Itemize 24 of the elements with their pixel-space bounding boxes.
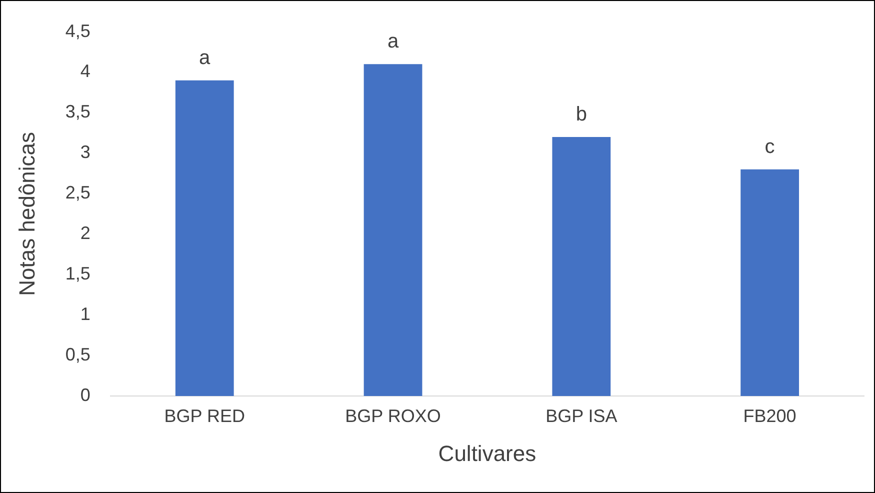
annotation: b <box>576 104 587 126</box>
annotation: c <box>764 136 775 158</box>
y-tick-label: 4,5 <box>65 20 90 41</box>
annotation: a <box>199 46 212 69</box>
y-tick-label: 0,5 <box>65 344 90 364</box>
y-tick-label: 4 <box>80 61 90 82</box>
bar <box>740 169 800 396</box>
y-tick-label: 1 <box>80 304 90 324</box>
y-tick-label: 2 <box>80 223 90 244</box>
x-tick-label: BGP RED <box>164 406 245 426</box>
y-tick-label: 0 <box>80 384 90 405</box>
y-tick-label: 1,5 <box>65 264 90 284</box>
x-tick-label: BGP ISA <box>546 406 618 426</box>
y-axis-title: Notas hedônicas <box>14 132 40 296</box>
y-tick-label: 3,5 <box>65 102 90 122</box>
x-tick-label: BGP ROXO <box>345 406 441 426</box>
x-axis-title: Cultivares <box>438 440 536 466</box>
y-tick-label: 2,5 <box>65 182 90 203</box>
bar <box>364 64 422 396</box>
annotation: a <box>387 30 400 53</box>
bar <box>175 80 234 396</box>
y-tick-label: 3 <box>80 142 90 162</box>
x-tick-label: FB200 <box>743 406 796 426</box>
bar <box>552 137 611 396</box>
